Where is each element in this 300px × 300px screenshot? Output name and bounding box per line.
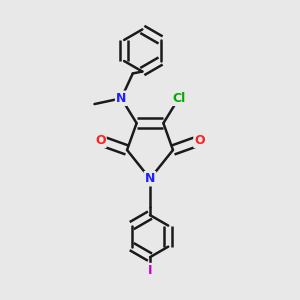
Text: O: O [95, 134, 106, 147]
Text: N: N [116, 92, 127, 105]
Text: N: N [145, 172, 155, 185]
Text: O: O [194, 134, 205, 147]
Text: I: I [148, 264, 152, 277]
Text: Cl: Cl [172, 92, 185, 105]
